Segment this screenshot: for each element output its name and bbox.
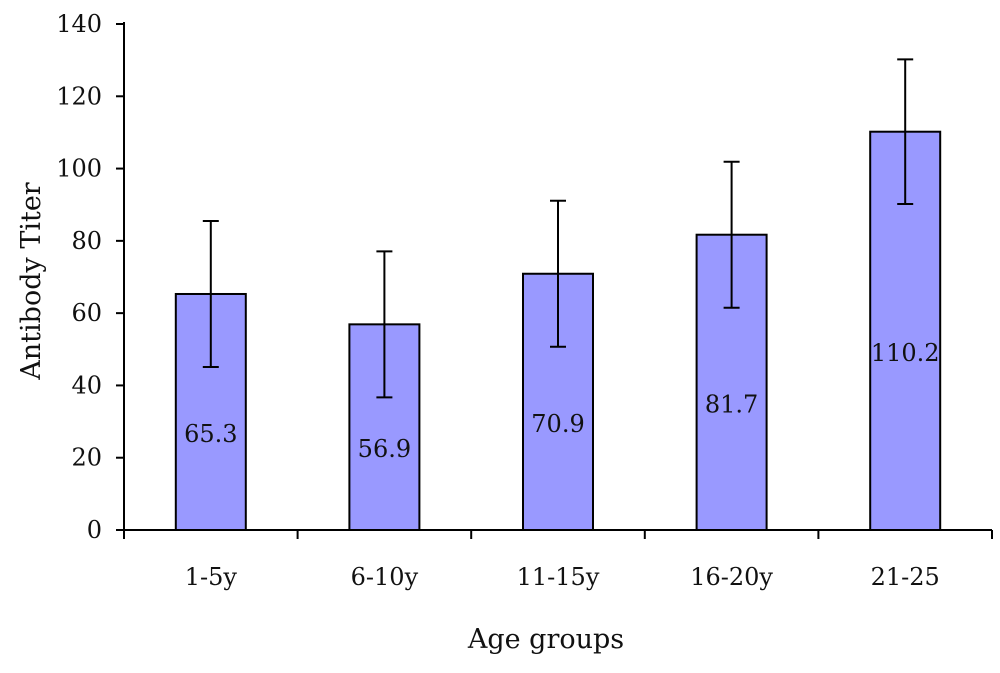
data-label: 56.9 <box>358 435 411 463</box>
axes-layer <box>123 22 992 531</box>
y-ticks: 0 20 40 60 80 100 120 140 <box>56 10 124 544</box>
x-tick-label: 6-10y <box>351 563 419 591</box>
y-tick-label: 120 <box>56 82 102 110</box>
y-tick-label: 140 <box>56 10 102 38</box>
x-axis-title: Age groups <box>467 624 624 655</box>
data-label: 110.2 <box>871 339 940 367</box>
bar <box>695 233 768 531</box>
y-axis-title: Antibody Titer <box>16 182 47 381</box>
x-ticks: 1-5y 6-10y 11-15y 16-20y 21-25 <box>123 530 993 591</box>
y-tick-label: 60 <box>71 299 102 327</box>
y-tick-label: 40 <box>71 371 102 399</box>
x-tick-label: 1-5y <box>185 563 238 591</box>
data-label: 70.9 <box>531 410 584 438</box>
x-tick-label: 21-25 <box>871 563 940 591</box>
y-tick-label: 80 <box>71 227 102 255</box>
data-labels-layer: 65.3 56.9 70.9 81.7 110.2 <box>184 339 939 463</box>
x-tick-label: 11-15y <box>517 563 600 591</box>
x-tick-label: 16-20y <box>690 563 773 591</box>
y-tick-label: 20 <box>71 444 102 472</box>
data-label: 81.7 <box>705 390 758 418</box>
y-tick-label: 0 <box>87 516 102 544</box>
error-bars-layer <box>202 58 914 399</box>
data-label: 65.3 <box>184 420 237 448</box>
y-tick-label: 100 <box>56 155 102 183</box>
